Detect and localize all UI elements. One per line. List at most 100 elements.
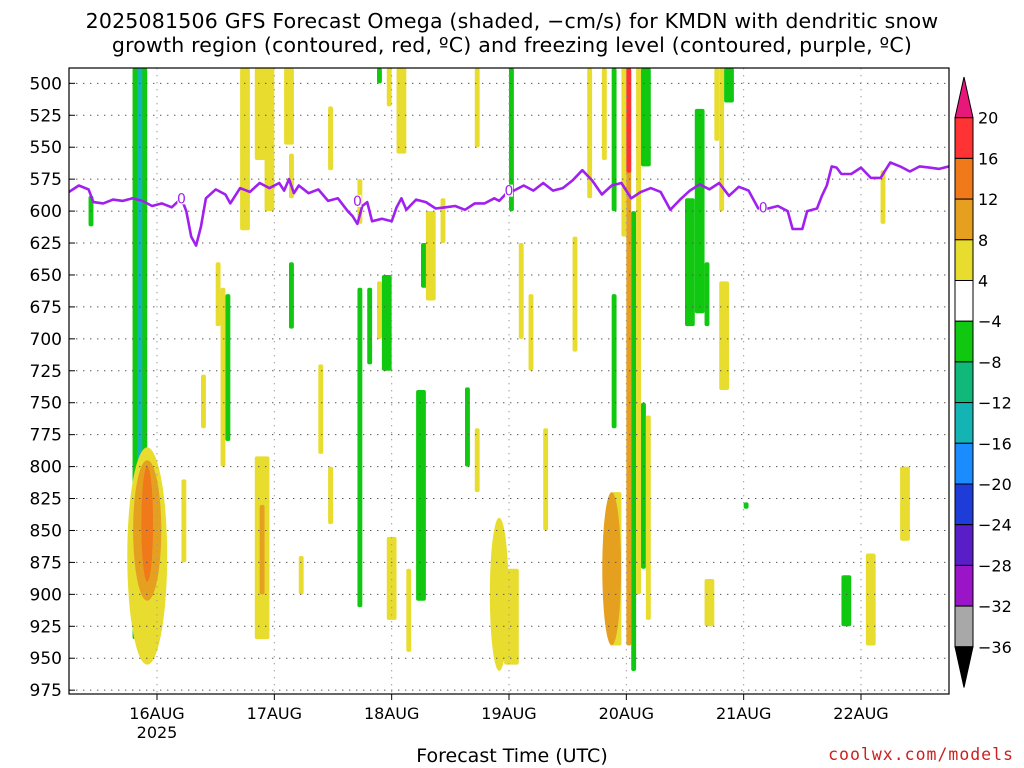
omega-region: [377, 281, 382, 339]
omega-region: [587, 68, 593, 199]
colorbar-bin: [954, 157, 974, 200]
omega-region: [572, 236, 578, 352]
colorbar-bin: [954, 483, 974, 526]
x-tick-label: 18AUG: [364, 704, 419, 723]
y-tick-label: 500: [30, 74, 62, 94]
omega-region: [719, 281, 729, 390]
omega-region: [543, 428, 549, 531]
omega-region: [631, 211, 637, 672]
omega-region: [289, 262, 294, 329]
colorbar-label: 20: [978, 109, 998, 128]
colorbar-label: −36: [978, 638, 1012, 657]
x-tick-label: 16AUG: [129, 704, 184, 723]
colorbar-label: −24: [978, 516, 1012, 535]
colorbar-bin: [954, 239, 974, 282]
omega-region: [367, 287, 373, 365]
colorbar-label: 12: [978, 190, 998, 209]
omega-region: [724, 68, 734, 103]
omega-region: [357, 287, 363, 608]
y-tick-label: 650: [30, 266, 62, 286]
colorbar-bin: [954, 442, 974, 485]
omega-region: [611, 294, 617, 429]
colorbar-arrow-bottom: [954, 646, 974, 688]
y-tick-label: 550: [30, 138, 62, 158]
colorbar-label: 8: [978, 231, 988, 250]
omega-region: [528, 294, 534, 371]
freezing-level-label-bg: [177, 192, 186, 205]
omega-region: [240, 68, 250, 231]
omega-region: [318, 364, 324, 454]
y-tick-label: 600: [30, 202, 62, 222]
y-tick-label: 675: [30, 298, 62, 318]
chart-title-line-1: 2025081506 GFS Forecast Omega (shaded, −…: [85, 9, 939, 33]
omega-blob: [489, 517, 509, 672]
omega-region: [518, 243, 524, 339]
colorbar-bin: [954, 402, 974, 444]
y-tick-label: 850: [30, 521, 62, 541]
colorbar: 20 16 12 8 4 −4 −8 −12 −16 −20 −24 −28 −32 −36: [954, 76, 1012, 688]
omega-region: [704, 262, 710, 327]
x-tick-label: 21AUG: [716, 704, 771, 723]
credit-link[interactable]: coolwx.com/models: [828, 745, 1014, 764]
y-tick-label: 950: [30, 649, 62, 669]
omega-region: [621, 68, 627, 237]
x-tick-label: 22AUG: [833, 704, 888, 723]
freezing-level-line: [69, 161, 949, 247]
y-tick-label: 900: [30, 585, 62, 605]
y-tick-label: 925: [30, 617, 62, 637]
omega-region: [714, 68, 720, 141]
omega-blob: [602, 492, 622, 646]
y-tick-label: 575: [30, 170, 62, 190]
colorbar-bin: [954, 524, 974, 566]
omega-region: [416, 389, 426, 601]
omega-region: [601, 68, 607, 160]
colorbar-label: −4: [978, 312, 1002, 331]
y-tick-label: 525: [30, 106, 62, 126]
colorbar-label: −16: [978, 434, 1012, 453]
omega-region: [284, 68, 294, 145]
colorbar-label: −32: [978, 597, 1012, 616]
omega-region: [406, 568, 412, 652]
omega-region: [328, 466, 333, 525]
freezing-level-label: 0: [759, 200, 768, 216]
freezing-level-label: 0: [353, 194, 362, 210]
y-tick-label: 800: [30, 458, 62, 478]
omega-region: [220, 287, 226, 467]
chart-title-line-2: growth region (contoured, red, ºC) and f…: [111, 33, 913, 57]
y-tick-label: 750: [30, 394, 62, 414]
y-tick-label: 725: [30, 362, 62, 382]
omega-region: [298, 556, 304, 595]
omega-blob: [141, 466, 154, 582]
colorbar-bin: [954, 605, 974, 648]
y-tick-label: 700: [30, 330, 62, 350]
omega-region: [626, 68, 632, 173]
colorbar-label: 16: [978, 149, 998, 168]
omega-region: [425, 211, 436, 301]
omega-region: [636, 68, 641, 595]
omega-region: [900, 466, 910, 541]
freezing-level-contour: 00000: [69, 161, 949, 247]
colorbar-arrow-top: [954, 76, 974, 119]
colorbar-label: −8: [978, 353, 1002, 372]
omega-region: [841, 575, 852, 627]
omega-region: [225, 294, 231, 442]
y-tick-label: 975: [30, 681, 62, 701]
omega-region: [381, 274, 392, 371]
omega-region: [743, 502, 749, 509]
x-tick-label: 20AUG: [599, 704, 654, 723]
freezing-level-label-bg: [353, 194, 362, 207]
y-tick-label: 775: [30, 426, 62, 446]
colorbar-bin: [954, 280, 974, 322]
freezing-level-label: 0: [505, 184, 514, 200]
colorbar-bin: [954, 361, 974, 404]
omega-region: [474, 428, 480, 493]
omega-region: [181, 479, 187, 563]
omega-region: [641, 68, 651, 167]
colorbar-bin: [954, 117, 974, 159]
omega-region: [386, 536, 397, 620]
omega-shading: [88, 68, 910, 672]
colorbar-label: −12: [978, 394, 1012, 413]
omega-region: [328, 106, 333, 171]
y-tick-label: 625: [30, 234, 62, 254]
